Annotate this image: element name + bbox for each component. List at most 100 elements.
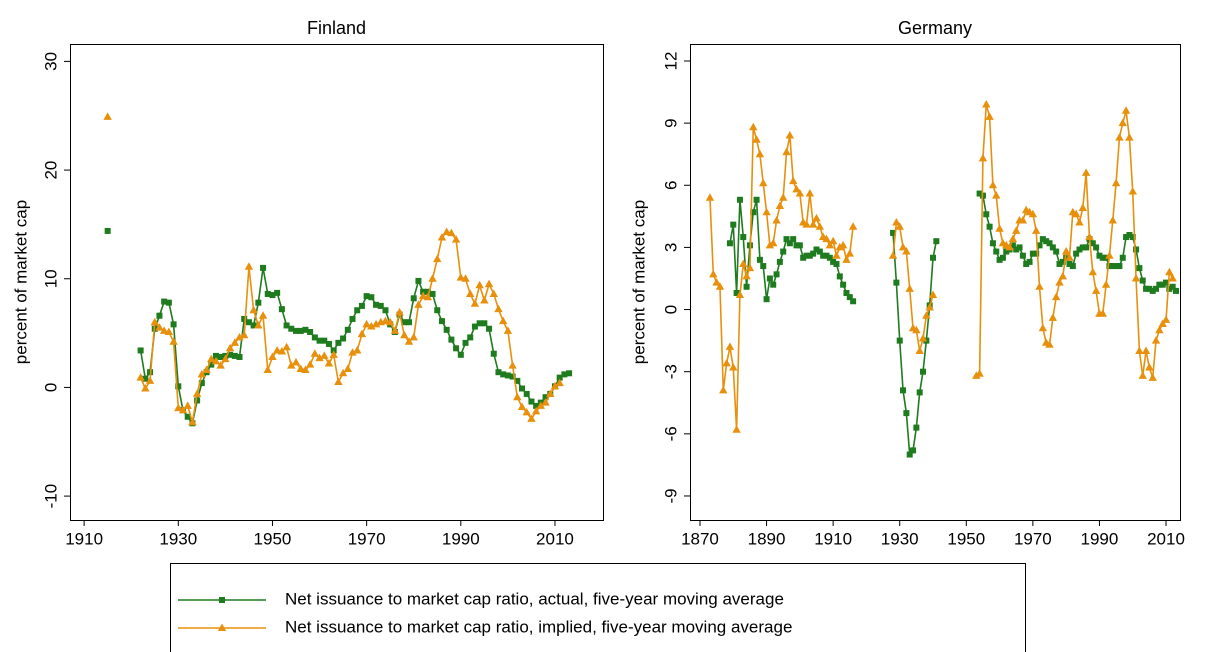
triangle-marker bbox=[1091, 286, 1101, 294]
triangle-marker bbox=[400, 330, 409, 339]
triangle-marker bbox=[1105, 251, 1114, 259]
triangle-marker bbox=[982, 99, 991, 108]
square-marker bbox=[1159, 281, 1166, 288]
triangle-marker bbox=[527, 414, 536, 422]
triangle-marker bbox=[719, 385, 728, 394]
x-tick-label: 1970 bbox=[1014, 529, 1052, 548]
x-tick-label: 2010 bbox=[1147, 529, 1185, 548]
square-marker bbox=[231, 352, 238, 359]
triangle-marker bbox=[254, 320, 263, 329]
triangle-marker bbox=[357, 329, 367, 338]
square-marker bbox=[840, 281, 847, 288]
triangle-marker bbox=[1125, 133, 1134, 141]
square-marker bbox=[264, 290, 271, 297]
triangle-marker bbox=[324, 359, 334, 367]
triangle-marker bbox=[1161, 315, 1171, 323]
triangle-marker bbox=[822, 234, 831, 243]
triangle-marker bbox=[1008, 234, 1018, 243]
square-marker bbox=[255, 299, 262, 306]
triangle-marker bbox=[825, 240, 835, 249]
triangle-marker bbox=[1131, 273, 1141, 282]
square-marker bbox=[354, 307, 361, 314]
triangle-marker bbox=[838, 240, 848, 249]
triangle-marker bbox=[1058, 271, 1068, 280]
square-marker bbox=[803, 252, 810, 259]
triangle-marker bbox=[169, 337, 178, 345]
square-marker bbox=[453, 345, 460, 352]
square-marker bbox=[733, 289, 740, 296]
triangle-marker bbox=[211, 356, 221, 365]
triangle-marker bbox=[381, 316, 390, 325]
triangle-marker bbox=[792, 184, 801, 193]
square-marker bbox=[509, 373, 516, 380]
square-marker bbox=[344, 326, 351, 333]
square-marker bbox=[1033, 250, 1040, 257]
square-marker bbox=[743, 283, 750, 290]
square-marker bbox=[1146, 285, 1153, 292]
square-marker bbox=[776, 258, 783, 265]
triangle-marker bbox=[785, 131, 795, 139]
triangle-marker bbox=[1148, 373, 1157, 381]
triangle-marker bbox=[1051, 292, 1061, 301]
square-marker bbox=[406, 319, 413, 326]
square-marker bbox=[401, 319, 408, 326]
x-tick-label: 1930 bbox=[881, 529, 919, 548]
triangle-marker bbox=[155, 323, 164, 331]
x-tick-label: 2010 bbox=[536, 529, 574, 548]
triangle-marker bbox=[291, 357, 301, 366]
square-marker bbox=[780, 248, 787, 255]
square-marker bbox=[321, 337, 328, 344]
square-marker bbox=[770, 281, 777, 288]
square-marker bbox=[1133, 246, 1140, 253]
y-tick-label: 12 bbox=[661, 52, 680, 71]
square-marker bbox=[816, 248, 823, 255]
triangle-marker bbox=[230, 338, 239, 346]
triangle-marker bbox=[915, 346, 924, 354]
triangle-marker bbox=[221, 354, 230, 363]
square-marker bbox=[184, 413, 191, 420]
triangle-marker bbox=[268, 352, 277, 360]
square-marker bbox=[260, 264, 267, 271]
triangle-marker bbox=[895, 222, 904, 230]
square-marker bbox=[890, 229, 897, 236]
triangle-marker bbox=[385, 317, 395, 326]
square-marker bbox=[976, 190, 983, 197]
triangle-marker bbox=[848, 222, 858, 230]
triangle-marker bbox=[183, 401, 192, 409]
triangle-marker bbox=[362, 319, 371, 328]
triangle-marker bbox=[522, 407, 531, 416]
square-marker bbox=[763, 296, 770, 303]
square-marker bbox=[269, 292, 276, 299]
triangle-marker bbox=[225, 343, 235, 352]
square-marker bbox=[283, 322, 290, 329]
square-marker bbox=[504, 372, 511, 379]
triangle-marker bbox=[779, 193, 788, 201]
square-marker bbox=[429, 290, 436, 297]
triangle-marker bbox=[418, 291, 428, 300]
square-marker bbox=[241, 315, 248, 322]
square-marker bbox=[194, 397, 201, 404]
square-marker bbox=[297, 327, 304, 334]
triangle-marker bbox=[235, 332, 244, 341]
square-marker bbox=[736, 196, 743, 203]
y-tick-label: 9 bbox=[661, 118, 680, 127]
triangle-marker bbox=[1145, 363, 1154, 371]
square-marker bbox=[896, 337, 903, 344]
square-marker bbox=[519, 385, 526, 392]
square-marker bbox=[790, 236, 797, 243]
triangle-marker bbox=[423, 292, 433, 301]
square-marker bbox=[830, 258, 837, 265]
triangle-marker bbox=[1038, 323, 1048, 332]
triangle-marker bbox=[305, 360, 315, 368]
triangle-marker bbox=[905, 284, 914, 292]
square-marker bbox=[382, 307, 389, 314]
square-marker bbox=[1149, 287, 1156, 294]
square-marker bbox=[826, 254, 833, 261]
triangle-marker bbox=[1165, 267, 1174, 276]
triangle-marker bbox=[1078, 203, 1087, 212]
triangle-marker bbox=[1031, 226, 1041, 234]
square-marker bbox=[1046, 240, 1053, 247]
triangle-marker bbox=[1065, 253, 1074, 261]
triangle-marker bbox=[752, 135, 761, 143]
square-marker bbox=[833, 260, 840, 267]
